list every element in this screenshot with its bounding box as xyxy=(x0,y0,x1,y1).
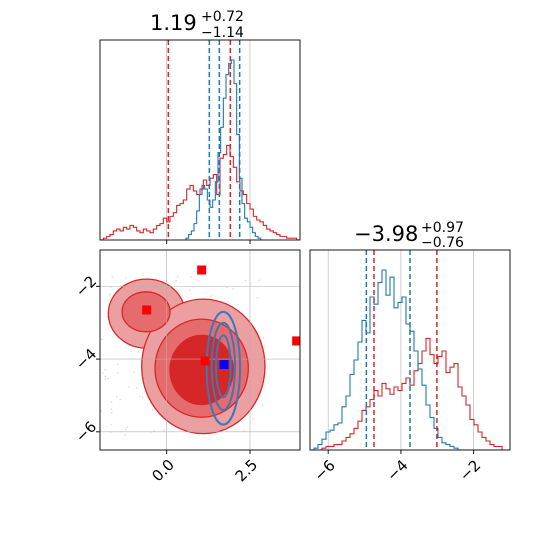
sample-point xyxy=(124,434,126,437)
title-param2-plus: +0.97 xyxy=(421,220,464,236)
sample-point xyxy=(226,286,229,289)
sample-point xyxy=(135,387,138,389)
sample-point xyxy=(110,400,113,403)
sample-point xyxy=(97,377,99,379)
x-tick-label: 0.0 xyxy=(148,456,178,486)
histogram-step xyxy=(310,269,510,450)
title-param1: 1.19 +0.72 −1.14 xyxy=(150,9,244,41)
sample-point xyxy=(128,386,130,388)
sample-point xyxy=(100,338,103,341)
title-param2-minus: −0.76 xyxy=(421,235,464,251)
red-marker xyxy=(200,356,210,366)
sample-point xyxy=(244,279,247,282)
sample-point xyxy=(153,430,155,432)
sample-point xyxy=(106,316,108,318)
axes-frame xyxy=(309,249,511,451)
sample-point xyxy=(126,426,129,429)
x-tick-label: 2.5 xyxy=(232,456,262,486)
plot-area xyxy=(310,250,510,450)
sample-point xyxy=(189,289,192,292)
sample-point xyxy=(261,404,264,406)
title-param1-value: 1.19 xyxy=(150,11,197,35)
histogram-step xyxy=(100,144,300,240)
plot-area xyxy=(100,40,300,240)
histogram-step xyxy=(183,59,264,240)
red-marker xyxy=(292,336,300,346)
sample-point xyxy=(111,276,113,278)
sample-point xyxy=(190,276,192,278)
sample-point xyxy=(101,372,104,375)
sample-point xyxy=(110,408,113,411)
sample-point xyxy=(256,296,259,299)
sample-point xyxy=(130,350,133,352)
sample-point xyxy=(251,417,254,420)
histogram-step xyxy=(310,337,510,450)
sample-point xyxy=(175,279,177,282)
sample-point xyxy=(163,429,166,432)
contour-panel-param1-param2: 0.0 2.5 −2 −4 −6 xyxy=(72,249,301,486)
histogram-panel-param1 xyxy=(99,39,301,244)
sample-point xyxy=(119,398,122,401)
sample-point xyxy=(210,295,212,298)
sample-point xyxy=(264,345,267,348)
x-tick-label: −2 xyxy=(456,456,484,484)
sample-point xyxy=(104,378,107,380)
title-param2: −3.98 +0.97 −0.76 xyxy=(354,220,464,251)
axes-frame xyxy=(99,39,301,241)
sample-point xyxy=(109,286,112,289)
x-tick-label: −4 xyxy=(383,456,411,484)
sample-point xyxy=(138,395,141,398)
sample-point xyxy=(97,314,99,316)
blue-contour xyxy=(210,321,236,412)
sample-point xyxy=(137,351,140,353)
sample-point xyxy=(258,279,261,282)
sample-point xyxy=(125,428,127,431)
sample-point xyxy=(100,409,102,412)
plot-area xyxy=(97,250,300,450)
y-tick-label: −2 xyxy=(72,272,100,300)
y-tick-label: −6 xyxy=(72,418,100,446)
sample-point xyxy=(106,377,109,380)
red-marker xyxy=(197,265,207,275)
title-param1-minus: −1.14 xyxy=(201,25,244,41)
sample-point xyxy=(110,423,112,426)
sample-point xyxy=(109,293,111,296)
sample-point xyxy=(141,396,144,399)
red-marker xyxy=(142,305,152,315)
blue-marker xyxy=(219,360,229,370)
sample-point xyxy=(197,280,200,282)
sample-point xyxy=(176,276,179,278)
sample-point xyxy=(116,363,119,366)
sample-point xyxy=(243,430,245,432)
sample-point xyxy=(104,368,106,371)
sample-point xyxy=(133,371,135,374)
title-param2-value: −3.98 xyxy=(354,222,418,246)
title-param1-plus: +0.72 xyxy=(201,9,244,25)
sample-point xyxy=(151,409,154,411)
sample-point xyxy=(104,375,107,378)
sample-point xyxy=(110,412,113,414)
histogram-panel-param2: −6 −4 −2 xyxy=(309,249,511,485)
blue-contour xyxy=(215,334,232,399)
sample-point xyxy=(232,288,234,290)
red-contour-level xyxy=(169,334,234,406)
blue-contour xyxy=(205,310,241,426)
sample-point xyxy=(115,395,118,398)
sample-point xyxy=(117,372,119,374)
x-tick-label: −6 xyxy=(310,456,338,484)
axes-frame xyxy=(99,249,301,451)
y-tick-label: −4 xyxy=(72,345,100,373)
sample-point xyxy=(125,276,128,279)
sample-point xyxy=(262,337,265,339)
